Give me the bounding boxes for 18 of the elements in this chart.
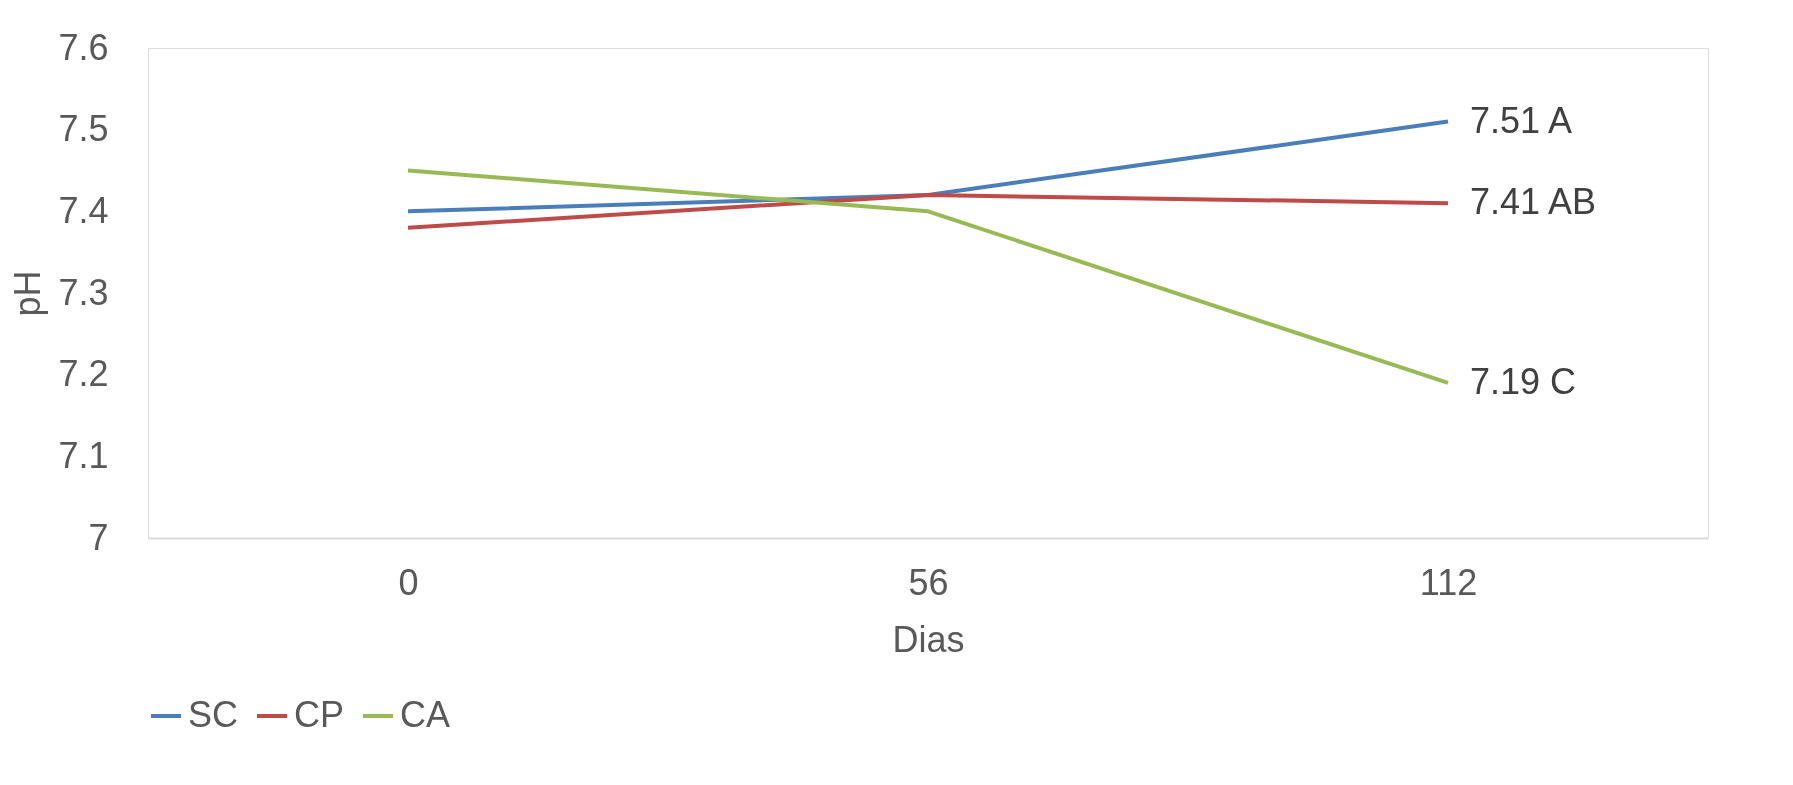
y-tick-label: 7.3	[58, 271, 109, 313]
y-tick-label: 7.1	[58, 434, 109, 476]
legend-label: SC	[188, 694, 239, 735]
y-tick-label: 7.6	[58, 26, 109, 68]
x-tick-label: 0	[398, 561, 419, 603]
annotation: 7.41 AB	[1470, 181, 1597, 223]
y-tick-label: 7	[88, 516, 109, 558]
y-tick-label: 7.5	[58, 108, 109, 150]
x-axis-title: Dias	[892, 618, 965, 660]
annotation: 7.51 A	[1470, 99, 1573, 141]
annotation: 7.19 C	[1470, 360, 1577, 402]
legend-label: CA	[400, 694, 451, 735]
y-tick-label: 7.2	[58, 353, 109, 395]
x-tick-label: 112	[1419, 561, 1478, 603]
y-axis-title: pH	[7, 270, 49, 317]
y-tick-label: 7.4	[58, 189, 109, 231]
legend-label: CP	[294, 694, 345, 735]
x-tick-label: 56	[908, 561, 949, 603]
